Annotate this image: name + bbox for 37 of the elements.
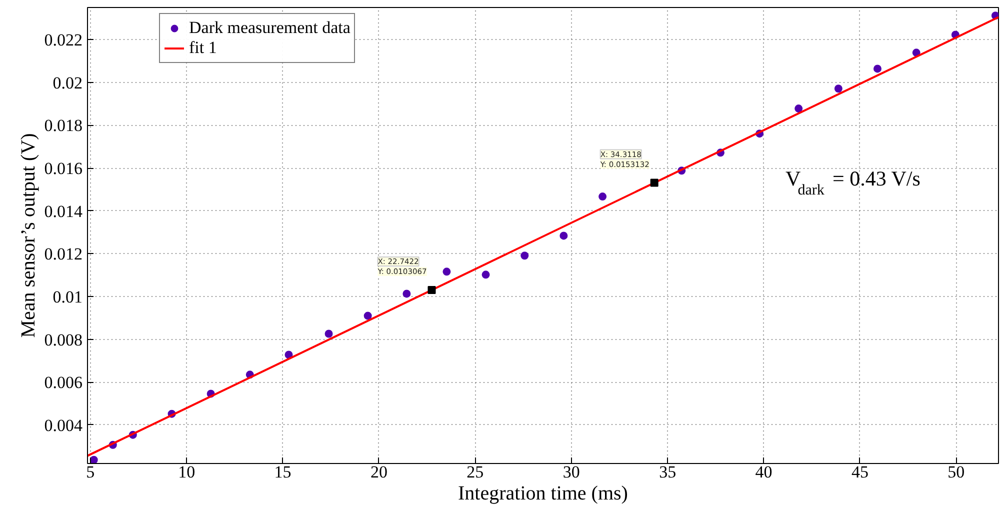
point — [284, 350, 293, 359]
point — [520, 252, 529, 260]
y-tick-label: 0.018 — [44, 116, 82, 136]
x-tick-label: 30 — [562, 462, 580, 482]
x-tick-label: 5 — [86, 462, 95, 482]
y-tick-label: 0.012 — [44, 244, 82, 264]
point — [598, 192, 607, 201]
y-tick-label: 0.016 — [44, 159, 82, 178]
point — [482, 270, 490, 279]
y-tick-label: 0.008 — [44, 330, 82, 350]
x-tick-label: 35 — [659, 462, 676, 482]
y-tick-label: 0.014 — [44, 202, 83, 221]
y-axis-title: Mean sensor’s output (V) — [17, 133, 40, 338]
point — [402, 290, 411, 298]
y-tick-label: 0.004 — [44, 416, 83, 435]
point — [324, 330, 333, 338]
x-tick-label: 45 — [851, 462, 868, 482]
x-tick-label: 10 — [178, 462, 196, 482]
point — [560, 232, 568, 240]
x-tick-label: 25 — [466, 462, 484, 482]
point — [90, 456, 98, 464]
x-tick-label: 20 — [370, 462, 388, 482]
point — [442, 268, 451, 276]
x-tick-label: 40 — [755, 462, 772, 482]
point — [794, 104, 803, 113]
y-tick-label: 0.006 — [44, 373, 82, 392]
point — [364, 312, 372, 320]
x-tick-label: 15 — [274, 462, 292, 482]
y-tick-label: 0.022 — [44, 30, 82, 50]
y-tick-label: 0.01 — [52, 288, 82, 307]
y-tick-label: 0.02 — [52, 73, 82, 92]
x-axis-title: Integration time (ms) — [458, 482, 628, 504]
x-tick-label: 50 — [948, 462, 965, 482]
legend-label: Dark measurement data — [189, 18, 350, 38]
legend-label: fit 1 — [189, 38, 217, 58]
point — [873, 64, 882, 73]
point — [834, 84, 842, 93]
